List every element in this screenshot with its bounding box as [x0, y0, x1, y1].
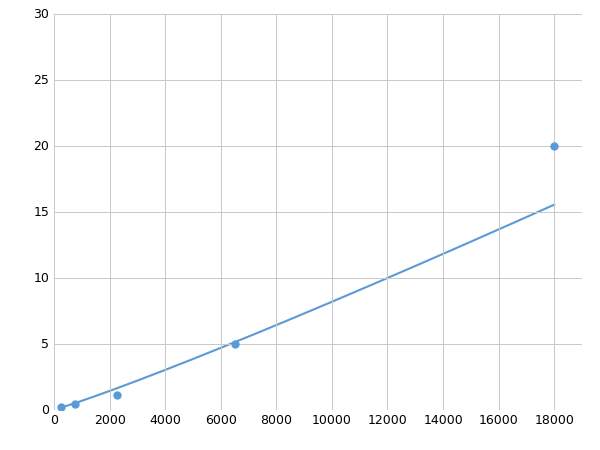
Point: [230, 340, 239, 347]
Point: [550, 142, 559, 149]
Point: [112, 392, 121, 399]
Point: [56, 403, 66, 410]
Point: [70, 400, 80, 408]
